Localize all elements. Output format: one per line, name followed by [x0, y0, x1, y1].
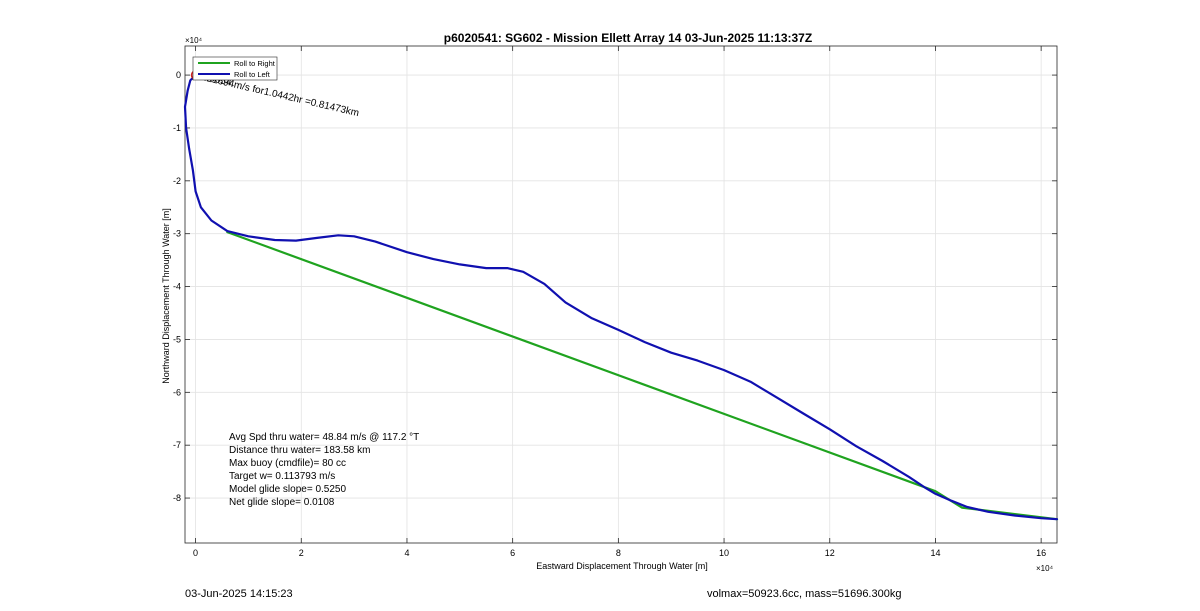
- y-exponent-label: ×10⁴: [185, 36, 203, 45]
- x-tick-label: 10: [719, 548, 729, 558]
- y-tick-label: -6: [173, 387, 181, 397]
- series-line-roll-left: [183, 73, 1059, 521]
- x-tick-label: 8: [616, 548, 621, 558]
- ticks: 0 2 4 6 8 10 12 14 16 0 -1 -2 -3 -4 -5 -6 -7 -8: [173, 46, 1057, 558]
- x-axis-label: Eastward Displacement Through Water [m]: [536, 561, 708, 571]
- y-axis-label: Northward Displacement Through Water [m]: [161, 208, 171, 384]
- y-tick-label: -2: [173, 176, 181, 186]
- x-exponent-label: ×10⁴: [1036, 564, 1054, 573]
- grid: [185, 46, 1057, 543]
- series-line-roll-right: [226, 231, 1059, 521]
- stat-model-glide: Model glide slope= 0.5250: [229, 484, 346, 495]
- x-tick-label: 4: [404, 548, 409, 558]
- stat-distance: Distance thru water= 183.58 km: [229, 445, 370, 456]
- footer-mass-info: volmax=50923.6cc, mass=51696.300kg: [707, 588, 902, 600]
- stat-net-glide: Net glide slope= 0.0108: [229, 497, 335, 508]
- x-tick-label: 2: [299, 548, 304, 558]
- x-tick-label: 14: [930, 548, 940, 558]
- y-tick-label: -3: [173, 229, 181, 239]
- legend-label-roll-right: Roll to Right: [234, 59, 276, 68]
- legend: Roll to Right Roll to Left: [192, 56, 278, 81]
- legend-label-roll-left: Roll to Left: [234, 70, 271, 79]
- footer-timestamp: 03-Jun-2025 14:15:23: [185, 588, 293, 600]
- x-tick-label: 0: [193, 548, 198, 558]
- y-tick-label: -4: [173, 282, 181, 292]
- y-tick-label: -8: [173, 493, 181, 503]
- y-tick-label: -7: [173, 440, 181, 450]
- y-tick-label: -1: [173, 123, 181, 133]
- chart-title: p6020541: SG602 - Mission Ellett Array 1…: [444, 31, 812, 45]
- x-tick-label: 12: [825, 548, 835, 558]
- y-tick-label: 0: [176, 70, 181, 80]
- axes-box: [184, 45, 1058, 544]
- stat-avg-speed: Avg Spd thru water= 48.84 m/s @ 117.2 °T: [229, 432, 419, 443]
- stats-text-block: Avg Spd thru water= 48.84 m/s @ 117.2 °T…: [229, 432, 419, 508]
- x-tick-label: 16: [1036, 548, 1046, 558]
- stat-max-buoy: Max buoy (cmdfile)= 80 cc: [229, 458, 346, 469]
- x-tick-label: 6: [510, 548, 515, 558]
- stat-target-w: Target w= 0.113793 m/s: [229, 471, 335, 482]
- y-tick-label: -5: [173, 334, 181, 344]
